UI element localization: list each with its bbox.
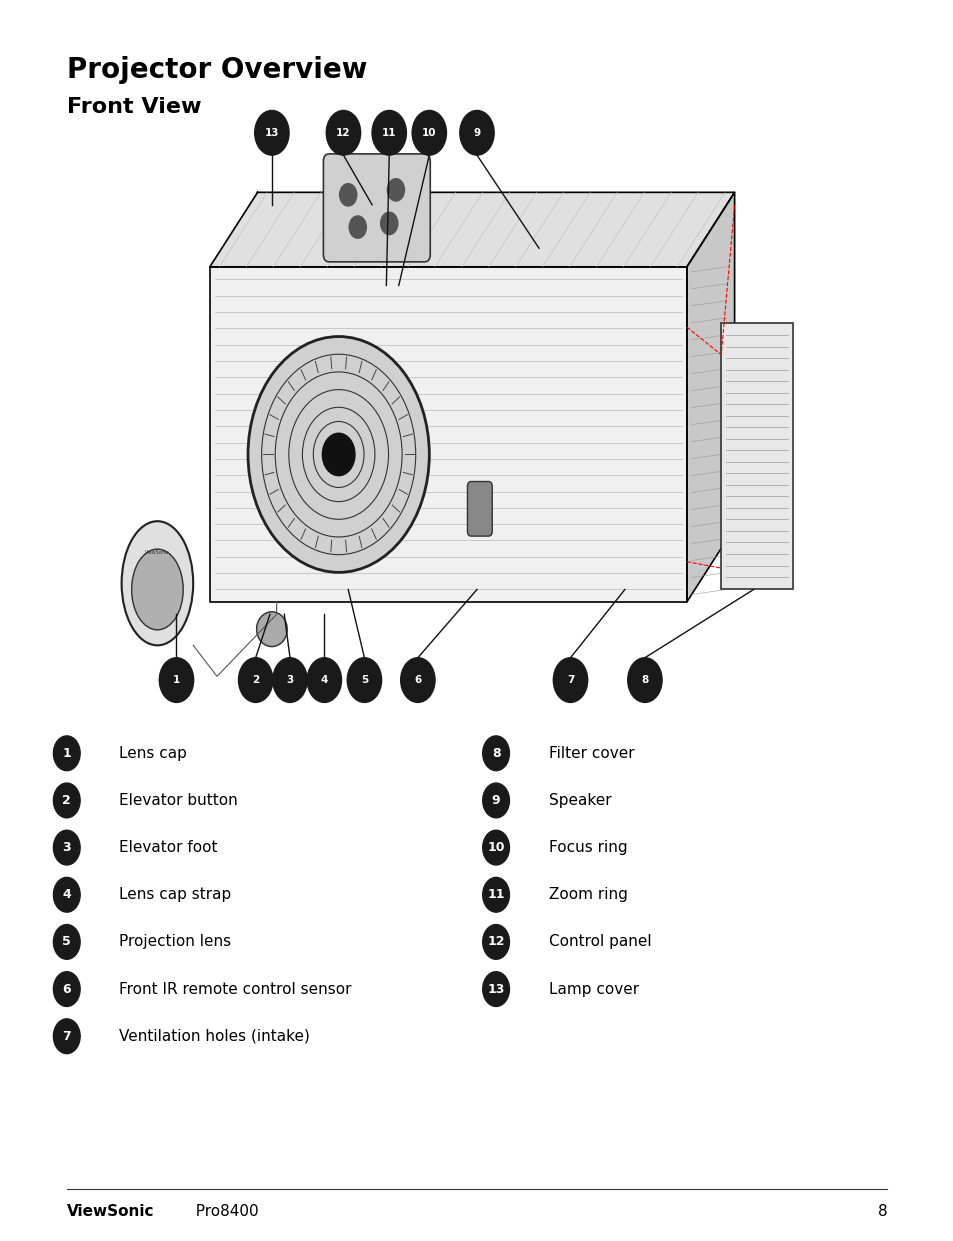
Text: 5: 5 xyxy=(360,675,368,685)
Text: 9: 9 xyxy=(491,794,500,807)
Circle shape xyxy=(248,336,429,572)
Circle shape xyxy=(53,1019,80,1054)
Text: 11: 11 xyxy=(381,128,396,138)
Text: 8: 8 xyxy=(877,1204,886,1219)
Ellipse shape xyxy=(132,549,183,630)
Circle shape xyxy=(482,877,509,912)
Circle shape xyxy=(349,216,366,238)
Text: 6: 6 xyxy=(414,675,421,685)
Ellipse shape xyxy=(256,612,287,647)
Circle shape xyxy=(459,110,494,155)
Circle shape xyxy=(53,972,80,1006)
Circle shape xyxy=(307,658,341,702)
Text: 11: 11 xyxy=(487,889,504,901)
Circle shape xyxy=(387,179,404,201)
Circle shape xyxy=(400,658,435,702)
Text: 5: 5 xyxy=(62,936,71,948)
Text: 6: 6 xyxy=(62,983,71,995)
Text: Elevator button: Elevator button xyxy=(119,793,237,808)
Text: 7: 7 xyxy=(62,1030,71,1042)
Text: 1: 1 xyxy=(172,675,180,685)
Text: 8: 8 xyxy=(640,675,648,685)
Text: 13: 13 xyxy=(487,983,504,995)
Text: 3: 3 xyxy=(62,841,71,854)
Circle shape xyxy=(482,830,509,865)
Polygon shape xyxy=(210,267,686,602)
Text: 3: 3 xyxy=(286,675,294,685)
Circle shape xyxy=(53,877,80,912)
Circle shape xyxy=(322,433,355,475)
Circle shape xyxy=(380,212,397,235)
Text: 4: 4 xyxy=(62,889,71,901)
Text: Projection lens: Projection lens xyxy=(119,934,232,949)
Text: 9: 9 xyxy=(473,128,480,138)
Text: Lens cap strap: Lens cap strap xyxy=(119,887,232,902)
Circle shape xyxy=(159,658,193,702)
Text: 4: 4 xyxy=(320,675,328,685)
Text: Ventilation holes (intake): Ventilation holes (intake) xyxy=(119,1029,310,1044)
FancyBboxPatch shape xyxy=(323,154,430,262)
Circle shape xyxy=(553,658,587,702)
Circle shape xyxy=(53,783,80,818)
Text: 7: 7 xyxy=(566,675,574,685)
Text: 2: 2 xyxy=(62,794,71,807)
Circle shape xyxy=(53,830,80,865)
Circle shape xyxy=(347,658,381,702)
Polygon shape xyxy=(210,192,734,267)
Text: 13: 13 xyxy=(264,128,279,138)
Circle shape xyxy=(254,110,289,155)
Circle shape xyxy=(326,110,360,155)
Circle shape xyxy=(339,184,356,206)
Bar xyxy=(720,323,792,589)
Circle shape xyxy=(273,658,307,702)
Polygon shape xyxy=(686,192,734,602)
Circle shape xyxy=(412,110,446,155)
Circle shape xyxy=(627,658,661,702)
Text: 10: 10 xyxy=(487,841,504,854)
Text: 12: 12 xyxy=(335,128,351,138)
Text: ViewSonic: ViewSonic xyxy=(145,550,170,555)
Text: 10: 10 xyxy=(421,128,436,138)
Circle shape xyxy=(53,925,80,959)
Text: Focus ring: Focus ring xyxy=(548,840,626,855)
Text: 1: 1 xyxy=(62,747,71,759)
Circle shape xyxy=(53,736,80,771)
FancyBboxPatch shape xyxy=(467,482,492,536)
Circle shape xyxy=(482,925,509,959)
Circle shape xyxy=(238,658,273,702)
Text: Front IR remote control sensor: Front IR remote control sensor xyxy=(119,982,352,997)
Text: ViewSonic: ViewSonic xyxy=(67,1204,154,1219)
Text: Control panel: Control panel xyxy=(548,934,651,949)
Text: Lamp cover: Lamp cover xyxy=(548,982,638,997)
Circle shape xyxy=(482,783,509,818)
Text: Lens cap: Lens cap xyxy=(119,746,187,761)
Text: Elevator foot: Elevator foot xyxy=(119,840,217,855)
Ellipse shape xyxy=(122,521,193,645)
Text: Projector Overview: Projector Overview xyxy=(67,56,367,84)
Circle shape xyxy=(372,110,406,155)
Text: 2: 2 xyxy=(252,675,259,685)
Text: Filter cover: Filter cover xyxy=(548,746,634,761)
Text: 8: 8 xyxy=(491,747,500,759)
Text: Pro8400: Pro8400 xyxy=(186,1204,258,1219)
Circle shape xyxy=(482,972,509,1006)
Text: 12: 12 xyxy=(487,936,504,948)
Text: Zoom ring: Zoom ring xyxy=(548,887,627,902)
Circle shape xyxy=(482,736,509,771)
Text: Speaker: Speaker xyxy=(548,793,611,808)
Text: Front View: Front View xyxy=(67,97,201,117)
